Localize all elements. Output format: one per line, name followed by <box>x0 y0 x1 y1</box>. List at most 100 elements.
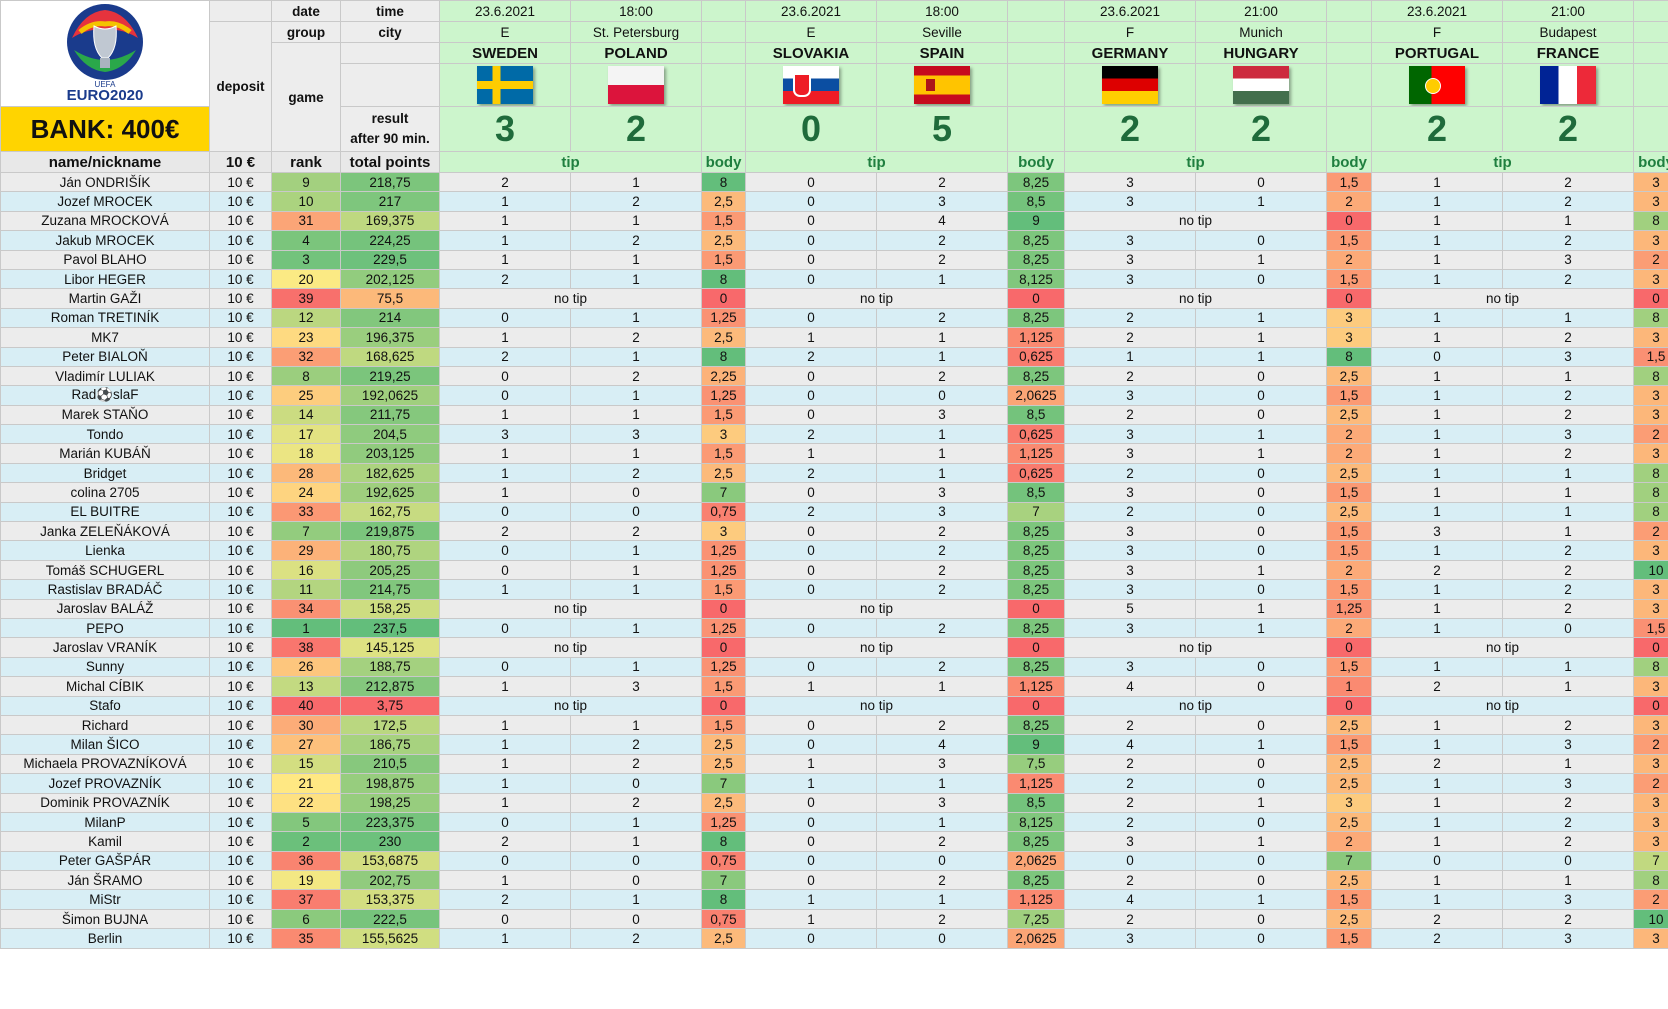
tip-away: 2 <box>570 792 702 813</box>
points-cell: 1,5 <box>701 210 746 232</box>
tip-away: 2 <box>1502 443 1634 464</box>
points-cell: 2 <box>1326 443 1372 464</box>
player-total-points: 153,375 <box>340 889 440 910</box>
points-cell: 2,5 <box>701 230 746 251</box>
tip-home: 2 <box>1371 559 1503 581</box>
tip-home: 1 <box>1371 404 1503 426</box>
tip-away: 3 <box>1502 249 1634 270</box>
points-cell: 8,125 <box>1007 268 1065 290</box>
deposit-label: deposit <box>209 21 272 152</box>
table-row: Tondo 10 €17 204,5 3 3 3 2 1 0,625 3 1 2 1 3 2 <box>0 424 1668 445</box>
points-cell: 3 <box>1633 443 1668 464</box>
player-rank: 9 <box>271 171 341 193</box>
match2-home-score: 0 <box>745 106 877 152</box>
match3-home-score: 2 <box>1064 106 1196 152</box>
player-rank: 18 <box>271 443 341 464</box>
player-name: Vladimír LULIAK <box>0 365 210 387</box>
france-flag-icon <box>1540 66 1596 104</box>
tip-home: 2 <box>1064 870 1196 891</box>
tip-away: 2 <box>1502 327 1634 348</box>
tip-away: 2 <box>876 908 1008 930</box>
points-cell: 1,5 <box>701 404 746 426</box>
tip-away: 2 <box>570 928 702 949</box>
tip-home: 0 <box>745 870 877 891</box>
player-name: Tondo <box>0 424 210 445</box>
player-rank: 29 <box>271 540 341 561</box>
points-cell: 3 <box>1633 404 1668 426</box>
player-deposit: 10 € <box>209 617 272 639</box>
points-cell: 3 <box>1633 579 1668 600</box>
points-cell: 2,5 <box>701 327 746 348</box>
match3-away-team: HUNGARY <box>1195 42 1327 64</box>
points-cell: 0 <box>1633 288 1668 309</box>
points-cell: 0,625 <box>1007 462 1065 484</box>
city-label: city <box>340 21 440 43</box>
tip-away: 2 <box>876 540 1008 561</box>
table-row: colina 2705 10 €24 192,625 1 0 7 0 3 8,5 3 0 1,5 1 1 8 <box>0 482 1668 503</box>
tip-home: 3 <box>1064 268 1196 290</box>
match4-tip-header: tip <box>1371 151 1634 173</box>
player-rank: 11 <box>271 579 341 600</box>
table-row: Martin GAŽI 10 €39 75,5 no tip 0 no tip 0 no ti… <box>0 288 1668 309</box>
tip-away: 0 <box>570 773 702 794</box>
tip-away: 3 <box>1502 889 1634 910</box>
player-deposit: 10 € <box>209 365 272 387</box>
tip-home: 1 <box>1064 346 1196 367</box>
points-cell: 1,5 <box>1326 385 1372 406</box>
tip-away: 1 <box>1502 753 1634 775</box>
player-total-points: 188,75 <box>340 656 440 678</box>
points-cell: 2,5 <box>701 462 746 484</box>
tip-away: 2 <box>570 753 702 775</box>
match1-home-score: 3 <box>439 106 571 152</box>
table-row: Sunny 10 €26 188,75 0 1 1,25 0 2 8,25 3 0 1,5 1 1 8 <box>0 656 1668 678</box>
player-rank: 17 <box>271 424 341 445</box>
tip-away: 2 <box>1502 540 1634 561</box>
table-row: Janka ZELEŇÁKOVÁ 10 €7 219,875 2 2 3 0 2 8,25 3 0 1… <box>0 521 1668 542</box>
points-cell: 8 <box>1633 501 1668 523</box>
tip-home: 2 <box>1064 811 1196 833</box>
tip-home: 0 <box>745 482 877 503</box>
tip-home: 2 <box>1064 365 1196 387</box>
player-total-points: 153,6875 <box>340 850 440 872</box>
tip-away: 3 <box>570 676 702 697</box>
points-cell: 8,25 <box>1007 559 1065 581</box>
match2-tip-header: tip <box>745 151 1008 173</box>
match1-date: 23.6.2021 <box>439 0 571 22</box>
tip-away: 1 <box>570 617 702 639</box>
player-name: Milan ŠICO <box>0 734 210 755</box>
tip-away: 0 <box>1195 404 1327 426</box>
match3-city: Munich <box>1195 21 1327 43</box>
match3-home-team: GERMANY <box>1064 42 1196 64</box>
tip-home: 0 <box>745 559 877 581</box>
points-cell: 2 <box>1633 521 1668 542</box>
table-row: Jaroslav VRANÍK 10 €38 145,125 no tip 0 no ti… <box>0 637 1668 658</box>
table-row: Milan ŠICO 10 €27 186,75 1 2 2,5 0 4 9 4 1 1,5 1 3 2 <box>0 734 1668 755</box>
player-total-points: 196,375 <box>340 327 440 348</box>
player-deposit: 10 € <box>209 249 272 270</box>
points-cell: 2 <box>1633 773 1668 794</box>
tip-away: 2 <box>1502 559 1634 581</box>
points-cell: 3 <box>1326 792 1372 813</box>
tip-away: 1 <box>1502 656 1634 678</box>
points-cell: 1,5 <box>1326 482 1372 503</box>
points-cell: 0 <box>701 288 746 309</box>
points-cell: 3 <box>1633 230 1668 251</box>
tip-home: 5 <box>1064 598 1196 619</box>
tip-home: 0 <box>745 191 877 212</box>
player-deposit: 10 € <box>209 288 272 309</box>
tip-away: 3 <box>876 753 1008 775</box>
tip-away: 1 <box>1502 676 1634 697</box>
tip-away: 1 <box>570 540 702 561</box>
points-cell: 1,25 <box>701 617 746 639</box>
tip-away: 0 <box>570 870 702 891</box>
player-total-points: 180,75 <box>340 540 440 561</box>
points-cell: 1,125 <box>1007 889 1065 910</box>
match3-away-score: 2 <box>1195 106 1327 152</box>
tip-away: 1 <box>570 443 702 464</box>
tip-away: 2 <box>876 230 1008 251</box>
points-cell: 3 <box>701 521 746 542</box>
tip-away: 1 <box>570 811 702 833</box>
player-rank: 35 <box>271 928 341 949</box>
tip-away: 1 <box>876 811 1008 833</box>
tip-away: 2 <box>876 521 1008 542</box>
